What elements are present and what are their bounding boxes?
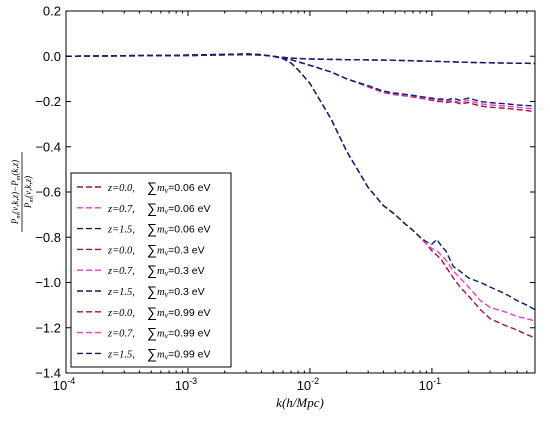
legend-entry-4: z=0.0, ∑mν=0.3 eV — [77, 241, 205, 257]
x-tick-label-1: 10-4 — [53, 376, 75, 393]
y-tick-label-5: −0.6 — [35, 185, 61, 200]
legend: z=0.0, ∑mν=0.06 eVz=0.7, ∑mν=0.06 eVz=1.5,… — [70, 172, 232, 368]
x-tick-label-3: 10-2 — [297, 376, 319, 393]
y-axis-label: Pm(ν,k,z)−Pm(k,z) Pm(ν,k,z) — [10, 152, 35, 232]
legend-entry-3: z=1.5, ∑mν=0.06 eV — [77, 221, 210, 237]
y-tick-label-1: 0.2 — [43, 4, 61, 19]
y-tick-label-4: −0.4 — [35, 139, 61, 154]
x-tick-label-4: 10-1 — [419, 376, 441, 393]
legend-z-label: z=0.0, — [107, 245, 135, 256]
y-tick-label-8: −1.2 — [35, 320, 61, 335]
legend-sum-label: ∑mν=0.99 eV — [147, 304, 210, 320]
legend-z-label: z=0.7, — [107, 329, 135, 340]
legend-entry-2: z=0.7, ∑mν=0.06 eV — [77, 200, 210, 216]
series-layer — [66, 53, 535, 339]
legend-entries: z=0.0, ∑mν=0.06 eVz=0.7, ∑mν=0.06 eVz=1.5,… — [77, 179, 210, 361]
x-axis-label: k(h/Mpc) — [276, 395, 324, 410]
legend-sum-label: ∑mν=0.3 eV — [147, 262, 205, 278]
legend-sum-label: ∑mν=0.99 eV — [147, 325, 210, 341]
legend-sum-label: ∑mν=0.06 eV — [147, 200, 210, 216]
y-tick-label-7: −1.0 — [35, 275, 61, 290]
x-axis: 10-4 10-3 10-2 10-1 — [53, 11, 528, 393]
series-line-9 — [66, 53, 535, 311]
legend-entry-7: z=0.0, ∑mν=0.99 eV — [77, 304, 210, 320]
legend-z-label: z=0.0, — [107, 183, 135, 194]
legend-entry-1: z=0.0, ∑mν=0.06 eV — [77, 179, 210, 195]
legend-entry-6: z=1.5, ∑mν=0.3 eV — [77, 283, 205, 299]
legend-sum-label: ∑mν=0.99 eV — [147, 345, 210, 361]
legend-z-label: z=1.5, — [107, 225, 135, 236]
legend-z-label: z=0.0, — [107, 308, 135, 319]
x-tick-label-2: 10-3 — [175, 376, 197, 393]
legend-z-label: z=0.7, — [107, 204, 135, 215]
legend-sum-label: ∑mν=0.06 eV — [147, 221, 210, 237]
legend-sum-label: ∑mν=0.06 eV — [147, 179, 210, 195]
y-axis-label-numerator: Pm(ν,k,z)−Pm(k,z) — [10, 160, 22, 225]
legend-entry-5: z=0.7, ∑mν=0.3 eV — [77, 262, 205, 278]
legend-sum-label: ∑mν=0.3 eV — [147, 283, 205, 299]
legend-entry-9: z=1.5, ∑mν=0.99 eV — [77, 345, 210, 361]
y-tick-label-3: −0.2 — [35, 94, 61, 109]
legend-z-label: z=1.5, — [107, 287, 135, 298]
y-tick-label-9: −1.4 — [35, 366, 61, 381]
y-tick-label-6: −0.8 — [35, 230, 61, 245]
y-tick-label-2: 0.0 — [43, 49, 61, 64]
y-axis-label-denominator: Pm(ν,k,z) — [23, 176, 35, 209]
legend-entry-8: z=0.7, ∑mν=0.99 eV — [77, 325, 210, 341]
legend-z-label: z=1.5, — [107, 349, 135, 360]
y-axis: 0.2 0.0 −0.2 −0.4 −0.6 −0.8 −1.0 −1.2 −1.4 — [35, 4, 535, 381]
legend-sum-label: ∑mν=0.3 eV — [147, 241, 205, 257]
legend-z-label: z=0.7, — [107, 266, 135, 277]
